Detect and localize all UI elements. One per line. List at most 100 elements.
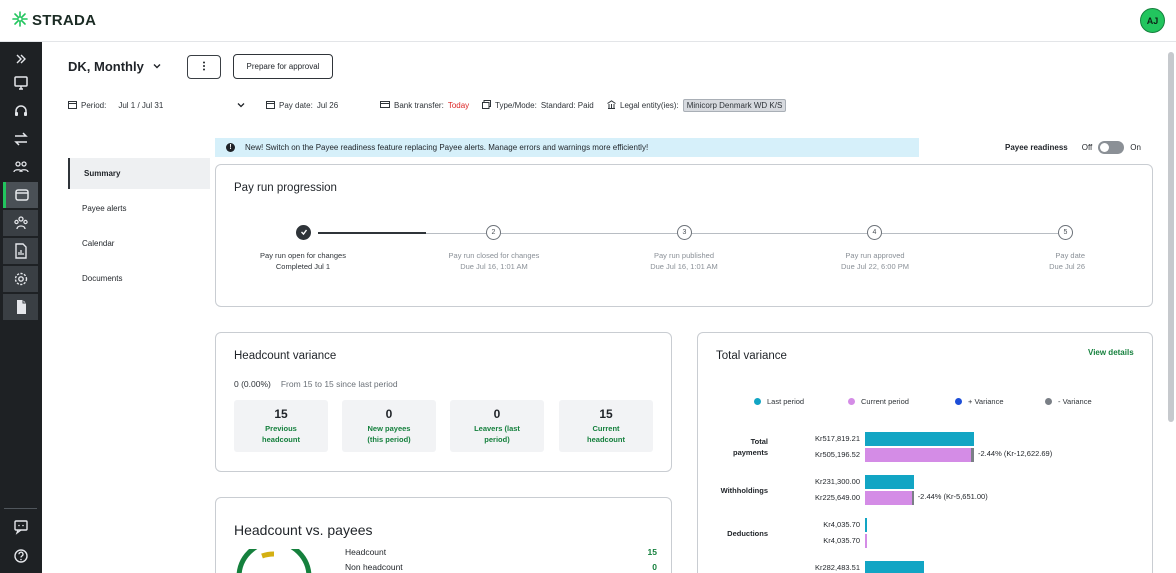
gear-icon[interactable] [3, 266, 38, 292]
row-label: Headcount [345, 547, 387, 557]
progress-line-done [318, 232, 426, 234]
step-5-circle: 5 [1058, 225, 1073, 240]
brand-name: STRADA [32, 11, 97, 29]
variance-bar-current [865, 491, 913, 505]
bank-label: Bank transfer: [394, 100, 444, 110]
info-icon: ! [226, 143, 235, 152]
step-3-circle: 3 [677, 225, 692, 240]
period-selector[interactable]: Period: Jul 1 / Jul 31 [68, 98, 163, 112]
brand-logo[interactable]: STRADA [12, 11, 96, 29]
variance-value: Kr4,035.70 [823, 536, 860, 545]
checkmark-icon [300, 228, 308, 238]
step-4-circle: 4 [867, 225, 882, 240]
step-4-text: Pay run approved Due Jul 22, 6:00 PM [805, 250, 945, 272]
rail-divider [4, 508, 37, 509]
more-actions-button[interactable] [187, 55, 221, 79]
step-sub: Due Jul 22, 6:00 PM [841, 262, 909, 271]
people-icon[interactable] [3, 154, 38, 180]
row-value: 15 [647, 547, 657, 557]
help-icon[interactable] [3, 543, 38, 569]
step-title: Pay date [1055, 251, 1085, 260]
page-scrollbar[interactable] [1168, 52, 1174, 422]
nav-payee-alerts[interactable]: Payee alerts [82, 204, 127, 213]
step-title: Pay run closed for changes [448, 251, 540, 260]
bank-card-icon [380, 100, 390, 111]
transfer-icon[interactable] [3, 126, 38, 152]
nav-summary[interactable]: Summary [68, 158, 210, 189]
prepare-approval-button[interactable]: Prepare for approval [233, 54, 333, 79]
stat-number: 0 [385, 407, 393, 421]
legal-entity: Legal entity(ies): Minicorp Denmark WD K… [607, 98, 787, 112]
legend-current-period: Current period [848, 397, 909, 406]
legend-last-period: Last period [754, 397, 804, 406]
stat-label: Previous headcount [262, 424, 300, 444]
building-icon [607, 99, 616, 111]
stat-label: Leavers (last period) [474, 424, 520, 444]
variance-category: Deductions [727, 529, 768, 538]
bank-value: Today [447, 100, 470, 110]
payees-row-headcount: Headcount 15 [345, 547, 657, 557]
chevron-down-icon[interactable] [236, 98, 246, 112]
step-sub: Due Jul 16, 1:01 AM [460, 262, 528, 271]
variance-value: Kr505,196.52 [814, 450, 860, 459]
variance-delta: -2.44% (Kr-5,651.00) [917, 492, 988, 501]
report-icon[interactable] [3, 238, 38, 264]
step-sub: Due Jul 26 [1049, 262, 1085, 271]
chevron-down-icon[interactable] [152, 59, 162, 74]
legend-label: + Variance [968, 397, 1004, 406]
bank-transfer: Bank transfer: Today [380, 98, 469, 112]
toggle-off-label: Off [1081, 143, 1093, 152]
progress-line [882, 233, 1058, 234]
variance-bar-last [865, 561, 925, 573]
variance-bar-last [865, 432, 974, 446]
headcount-title: Headcount variance [234, 350, 337, 362]
readiness-label: Payee readiness [1005, 143, 1068, 152]
legend-dot [754, 398, 761, 405]
monitor-icon[interactable] [3, 70, 38, 96]
calendar-icon [266, 100, 275, 111]
feedback-icon[interactable] [3, 514, 38, 540]
page-title[interactable]: DK, Monthly [68, 59, 162, 74]
variance-value: Kr225,649.00 [814, 493, 860, 502]
row-value: 0 [652, 562, 657, 572]
variance-bar-minus [912, 491, 915, 505]
step-title: Pay run approved [845, 251, 905, 260]
expand-icon[interactable] [3, 46, 38, 72]
variance-title: Total variance [716, 350, 787, 362]
progression-title: Pay run progression [234, 182, 337, 194]
variance-value: Kr282,483.51 [814, 563, 860, 572]
left-rail [0, 42, 42, 573]
legend-dot [848, 398, 855, 405]
headcount-vs-payees-card [215, 497, 672, 573]
team-icon[interactable] [3, 210, 38, 236]
headcount-donut [236, 549, 312, 573]
row-label: Non headcount [345, 562, 403, 572]
avatar[interactable]: AJ [1140, 8, 1165, 33]
paydate-label: Pay date: [279, 100, 313, 110]
document-icon[interactable] [3, 294, 38, 320]
readiness-switch[interactable] [1098, 141, 1125, 154]
type-mode: Type/Mode: Standard: Paid [482, 98, 594, 112]
headset-icon[interactable] [3, 98, 38, 124]
wallet-icon[interactable] [3, 182, 38, 208]
stack-icon [482, 99, 491, 111]
nav-documents[interactable]: Documents [82, 274, 123, 283]
headcount-change: 0 (0.00%) From 15 to 15 since last period [234, 379, 398, 389]
payee-readiness-toggle: Payee readiness Off On [1005, 141, 1141, 154]
nav-calendar[interactable]: Calendar [82, 239, 115, 248]
toggle-on-label: On [1130, 143, 1141, 152]
entity-value[interactable]: Minicorp Denmark WD K/S [682, 98, 787, 112]
top-bar: STRADA AJ [0, 0, 1176, 42]
change-value: 0 (0.00%) [234, 379, 271, 389]
variance-delta: -2.44% (Kr-12,622.69) [978, 449, 1053, 458]
legend-minus-variance: - Variance [1045, 397, 1092, 406]
payees-title: Headcount vs. payees [234, 522, 373, 538]
view-details-link[interactable]: View details [1088, 348, 1134, 357]
calendar-icon [68, 100, 77, 111]
stat-number: 0 [493, 407, 501, 421]
stat-new-payees: 0 New payees (this period) [342, 400, 436, 452]
type-label: Type/Mode: [495, 100, 537, 110]
legend-label: - Variance [1058, 397, 1092, 406]
step-2-circle: 2 [486, 225, 501, 240]
snowflake-icon [12, 11, 28, 29]
